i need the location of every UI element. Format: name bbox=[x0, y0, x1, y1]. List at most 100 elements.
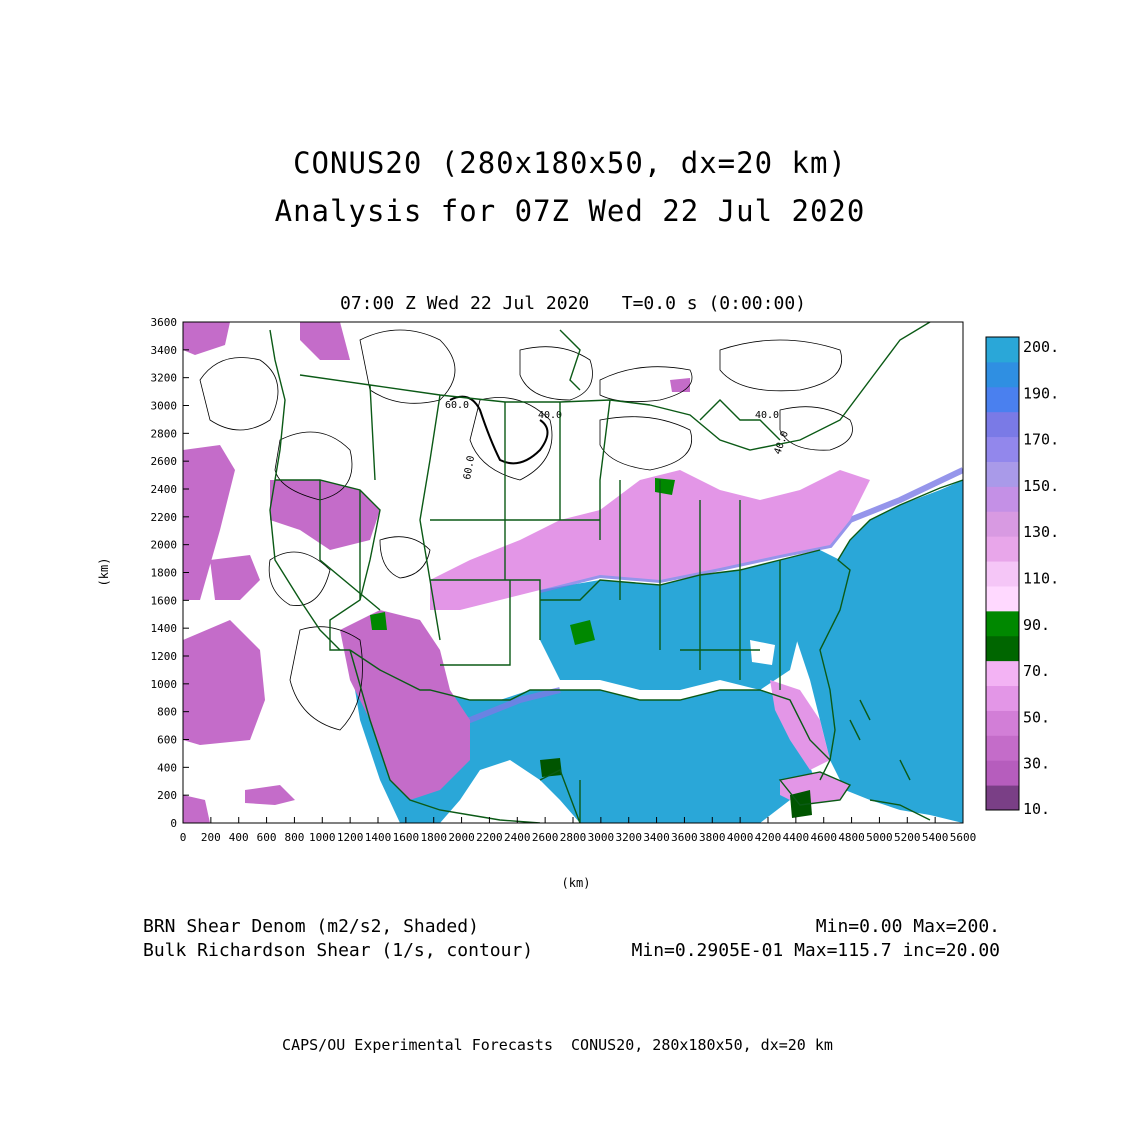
colorbar-swatch bbox=[986, 785, 1019, 811]
y-tick-label: 1000 bbox=[151, 678, 178, 691]
magenta-patch-sw-corner bbox=[183, 795, 210, 823]
shaded-field-range: Min=0.00 Max=200. bbox=[815, 916, 1000, 937]
y-axis: 0 200 400 600 800 1000 1200 1400 1600 1800 2000 220… bbox=[151, 316, 189, 830]
x-tick-label: 1800 bbox=[420, 831, 447, 844]
y-tick-label: 1400 bbox=[151, 622, 178, 635]
y-tick-label: 2400 bbox=[151, 483, 178, 496]
green-cell-3 bbox=[570, 620, 595, 645]
colorbar-label: 10. bbox=[1023, 800, 1050, 818]
y-tick-label: 400 bbox=[157, 761, 177, 774]
colorbar-label: 190. bbox=[1023, 384, 1059, 402]
y-tick-label: 1600 bbox=[151, 594, 178, 607]
colorbar-label: 200. bbox=[1023, 338, 1059, 356]
y-tick-label: 2800 bbox=[151, 427, 178, 440]
y-tick-label: 1200 bbox=[151, 650, 178, 663]
y-tick-label: 2600 bbox=[151, 455, 178, 468]
magenta-patch-pacific-north bbox=[183, 445, 235, 600]
colorbar-swatch bbox=[986, 760, 1019, 786]
y-tick-label: 3400 bbox=[151, 344, 178, 357]
shaded-field-description: BRN Shear Denom (m2/s2, Shaded) bbox=[143, 916, 479, 937]
y-axis-label: (km) bbox=[97, 558, 111, 587]
y-tick-label: 2200 bbox=[151, 511, 178, 524]
x-axis-label: (km) bbox=[562, 876, 591, 890]
colorbar-swatch bbox=[986, 361, 1019, 388]
x-axis: 0 200 400 600 800 1000 1200 1400 1600 1800 2000 220… bbox=[180, 817, 977, 844]
x-tick-label: 3200 bbox=[615, 831, 642, 844]
contour-label: 40.0 bbox=[538, 410, 562, 421]
x-tick-label: 3400 bbox=[643, 831, 670, 844]
credit-line: CAPS/OU Experimental Forecasts CONUS20, … bbox=[282, 1036, 833, 1054]
colorbar-label: 30. bbox=[1023, 755, 1050, 773]
magenta-patch-baja bbox=[245, 785, 295, 805]
shaded-field: 60.0 40.0 40.0 40.0 60.0 bbox=[183, 322, 963, 823]
x-tick-label: 4600 bbox=[810, 831, 837, 844]
colorbar-swatch bbox=[986, 511, 1019, 537]
magenta-patch-pacific bbox=[183, 620, 265, 745]
contour-field-range: Min=0.2905E-01 Max=115.7 inc=20.00 bbox=[631, 940, 1000, 961]
y-tick-label: 1800 bbox=[151, 567, 178, 580]
colorbar-swatch bbox=[986, 561, 1019, 587]
clear-patch-2 bbox=[470, 605, 505, 640]
y-tick-label: 600 bbox=[157, 734, 177, 747]
y-tick-label: 3600 bbox=[151, 316, 178, 329]
colorbar-swatch bbox=[986, 735, 1019, 761]
contour-field-description: Bulk Richardson Shear (1/s, contour) bbox=[143, 940, 534, 961]
x-tick-label: 400 bbox=[229, 831, 249, 844]
colorbar-label: 170. bbox=[1023, 431, 1059, 449]
x-tick-label: 600 bbox=[257, 831, 277, 844]
green-cell-4 bbox=[370, 612, 387, 630]
y-tick-label: 0 bbox=[170, 817, 177, 830]
colorbar: 200. 190. 170. 150. 130. 110. 90. 70. 50. 30. 10. bbox=[985, 336, 1059, 818]
y-tick-label: 200 bbox=[157, 789, 177, 802]
magenta-patch-north-top bbox=[183, 322, 230, 355]
x-tick-label: 0 bbox=[180, 831, 187, 844]
valid-time-subtitle: 07:00 Z Wed 22 Jul 2020 T=0.0 s (0:00:00… bbox=[340, 293, 806, 314]
x-tick-label: 2200 bbox=[476, 831, 503, 844]
colorbar-label: 130. bbox=[1023, 523, 1059, 541]
x-tick-label: 4800 bbox=[838, 831, 865, 844]
colorbar-swatch bbox=[986, 486, 1019, 512]
colorbar-label: 110. bbox=[1023, 570, 1059, 588]
colorbar-label: 90. bbox=[1023, 616, 1050, 634]
magenta-patch-bc bbox=[300, 322, 350, 360]
political-boundaries bbox=[269, 322, 963, 823]
colorbar-swatch bbox=[986, 710, 1019, 736]
colorbar-swatch bbox=[986, 461, 1019, 487]
x-tick-label: 2800 bbox=[560, 831, 587, 844]
x-tick-label: 2000 bbox=[448, 831, 475, 844]
colorbar-swatch bbox=[986, 660, 1019, 687]
contour-lines bbox=[199, 329, 853, 731]
figure-title-line2: Analysis for 07Z Wed 22 Jul 2020 bbox=[274, 194, 866, 228]
contour-label: 60.0 bbox=[462, 455, 477, 481]
magenta-patch-southwest bbox=[340, 610, 470, 800]
colorbar-label: 150. bbox=[1023, 477, 1059, 495]
y-tick-label: 3000 bbox=[151, 400, 178, 413]
colorbar-swatch bbox=[986, 536, 1019, 562]
x-tick-label: 1200 bbox=[337, 831, 364, 844]
colorbar-swatch bbox=[986, 685, 1019, 711]
x-tick-label: 4400 bbox=[783, 831, 810, 844]
contour-label: 40.0 bbox=[755, 410, 779, 421]
colorbar-swatch bbox=[986, 386, 1019, 413]
x-tick-label: 1400 bbox=[365, 831, 392, 844]
y-tick-label: 2000 bbox=[151, 539, 178, 552]
magenta-patch-florida bbox=[770, 680, 830, 770]
green-cell-1 bbox=[655, 478, 675, 495]
x-tick-label: 3600 bbox=[671, 831, 698, 844]
x-tick-label: 800 bbox=[284, 831, 304, 844]
colorbar-swatch bbox=[986, 635, 1019, 662]
magenta-patch-northwest bbox=[270, 480, 380, 550]
colorbar-swatch bbox=[986, 436, 1019, 462]
magenta-patch-california bbox=[210, 555, 260, 600]
x-tick-label: 5200 bbox=[894, 831, 921, 844]
x-tick-label: 200 bbox=[201, 831, 221, 844]
x-tick-label: 4200 bbox=[755, 831, 782, 844]
magenta-band-central bbox=[430, 470, 870, 610]
x-tick-label: 5600 bbox=[950, 831, 977, 844]
x-tick-label: 1600 bbox=[393, 831, 420, 844]
x-tick-label: 4000 bbox=[727, 831, 754, 844]
green-cell-2 bbox=[790, 790, 812, 818]
contour-thick bbox=[449, 395, 549, 465]
colorbar-swatch bbox=[986, 337, 1019, 363]
